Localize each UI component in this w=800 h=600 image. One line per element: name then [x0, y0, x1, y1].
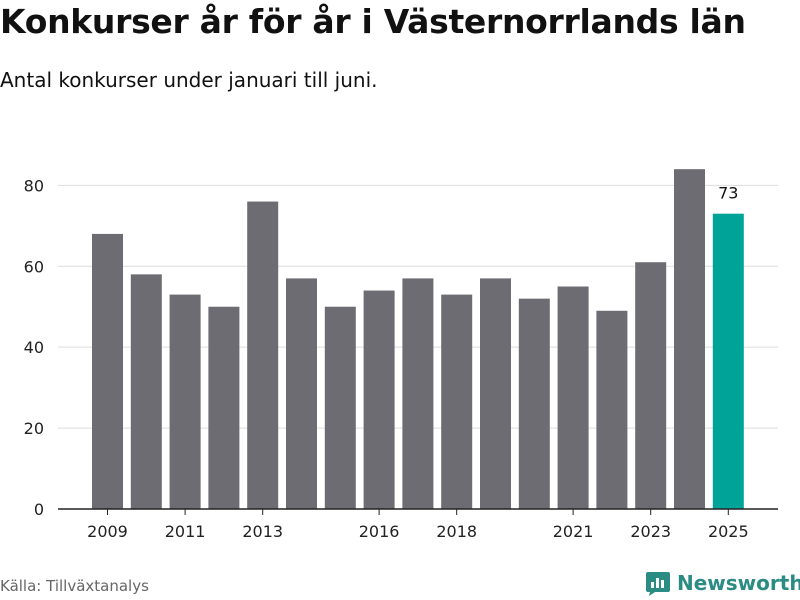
bar-2022 — [596, 310, 628, 509]
bar-2020 — [518, 298, 550, 509]
bar-2015 — [324, 306, 356, 509]
newsworthy-logo-icon — [646, 572, 670, 596]
x-tick-label: 2011 — [165, 522, 206, 541]
chart-title: Konkurser år för år i Västernorrlands lä… — [0, 2, 746, 41]
data-label: 73 — [718, 184, 738, 203]
newsworthy-logo: Newsworthy — [645, 570, 800, 596]
bar-2025 — [712, 213, 744, 509]
y-tick-label: 60 — [24, 257, 44, 276]
y-tick-label: 20 — [24, 419, 44, 438]
bar-2014 — [286, 278, 317, 509]
bar-2019 — [480, 278, 511, 509]
y-tick-label: 80 — [24, 176, 44, 195]
x-tick-label: 2013 — [242, 522, 283, 541]
bar-2009 — [92, 233, 123, 509]
x-tick-label: 2018 — [436, 522, 477, 541]
bar-2010 — [130, 274, 162, 509]
bar-2013 — [247, 201, 279, 509]
bar-2012 — [208, 306, 240, 509]
bar-2024 — [674, 169, 705, 509]
bar-2017 — [402, 278, 434, 509]
y-tick-label: 0 — [34, 500, 44, 519]
bar-2023 — [635, 262, 667, 509]
x-tick-label: 2021 — [553, 522, 594, 541]
x-tick-label: 2023 — [630, 522, 671, 541]
y-tick-label: 40 — [24, 338, 44, 357]
bar-2016 — [363, 290, 395, 509]
bar-2021 — [557, 286, 589, 509]
x-tick-label: 2009 — [87, 522, 128, 541]
chart-subtitle: Antal konkurser under januari till juni. — [0, 68, 378, 92]
bar-2018 — [441, 294, 473, 509]
x-tick-label: 2025 — [708, 522, 749, 541]
bar-2011 — [169, 294, 201, 509]
brand-name: Newsworthy — [677, 571, 800, 595]
source-note: Källa: Tillväxtanalys — [0, 577, 149, 595]
x-tick-label: 2016 — [359, 522, 400, 541]
